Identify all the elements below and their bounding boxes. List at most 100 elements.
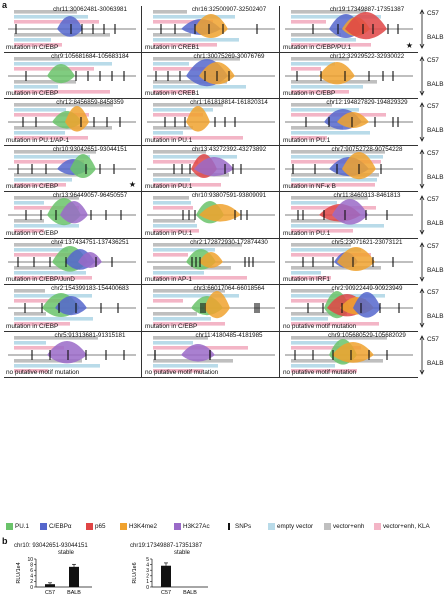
locus-coordinate: chr12:8456859-8458359 (56, 99, 124, 106)
y-tick-label: 5 (146, 557, 149, 563)
locus-cell: chr10:93807591-93809091 mutation in PU.1 (143, 192, 279, 238)
star-marker: ★ (128, 180, 136, 189)
balb-label: BALB (427, 220, 444, 227)
locus-coordinate: chr11:8460313-8461813 (333, 192, 401, 199)
balb-label: BALB (427, 359, 444, 367)
locus-cell: chr12:32929522-32930022 mutation in C/EBP (281, 53, 417, 99)
balb-label: BALB (427, 80, 444, 88)
locus-cell: chr2:90922449-90923949 no putative motif … (281, 285, 417, 331)
mutation-note: mutation in PU.1 (145, 229, 193, 237)
y-tick-label: 1 (146, 579, 149, 585)
locus-cell: chr7:90752728-90754228 mutation in NF-κ B (281, 146, 417, 192)
strain-arrow-icon (419, 102, 425, 142)
c57-label: C57 (427, 335, 439, 343)
mutation-note: mutation in C/EBP (6, 322, 59, 330)
locus-cell: chr16:32500907-32502407 mutation in CREB1 (143, 6, 279, 52)
legend-label: vector+enh, KLA (383, 523, 430, 530)
mutation-note: mutation in PU.1 (145, 183, 193, 190)
legend-swatch (228, 523, 233, 530)
locus-coordinate: chr2:154399183-154400683 (51, 285, 129, 292)
mutation-note: mutation in C/EBP (6, 90, 59, 97)
locus-track (147, 196, 275, 233)
locus-cell: chr11:8460313-8461813 mutation in PU.1 (281, 192, 417, 238)
grid-row: chr12:8456859-8458359 mutation in PU.1/AP… (4, 99, 418, 146)
strain-arrow-icon (419, 148, 425, 189)
mutation-note: no putative motif mutation (6, 369, 80, 376)
locus-track (8, 56, 136, 94)
locus-coordinate: chr19:17349887-17351387 (329, 6, 405, 13)
locus-coordinate: chr12:194827829-194829329 (326, 99, 408, 106)
grid-row: chr4:137434751-137436251 mutation in C/EB… (4, 238, 418, 285)
locus-track (147, 149, 275, 187)
bar-chart-1: chr10: 93042651-93044151 stable 0 2 4 6 8 10 RLU… (14, 543, 124, 597)
strain-arrow-icon (419, 9, 425, 49)
locus-track (147, 10, 275, 47)
mutation-note: mutation in C/EBP (6, 229, 59, 237)
balb-label: BALB (427, 173, 444, 181)
chart-title: chr19:17349887-17351387 (130, 543, 203, 549)
grid-row: chr10:93042651-93044151 mutation in C/EBP… (4, 146, 418, 192)
y-tick-label: 4 (146, 562, 149, 568)
legend-swatch (268, 523, 275, 530)
y-tick-label: 0 (146, 585, 149, 591)
chart-subtitle: stable (58, 550, 75, 556)
y-tick-label: 4 (30, 574, 33, 580)
locus-cell: chr10:93042651-93044151 mutation in C/EBP… (4, 146, 140, 192)
locus-track (285, 335, 413, 373)
legend-label: PU.1 (15, 523, 29, 530)
locus-track (147, 289, 275, 326)
grid-row: chr5:91313681-91315181 no putative motif … (4, 332, 418, 378)
locus-cell: chr4:137434751-137436251 mutation in C/EB… (4, 239, 140, 285)
legend-item-kla: vector+enh, KLA (374, 523, 430, 530)
strain-arrow-icon (419, 55, 425, 96)
locus-coordinate: chr12:32929522-32930022 (329, 52, 405, 60)
legend-label: C/EBPα (49, 523, 72, 530)
locus-coordinate: chr3:66017064-66018564 (193, 285, 265, 292)
locus-cell: chr19:17349887-17351387 mutation in C/EBP… (281, 6, 417, 52)
x-tick-label: BALB (67, 590, 81, 596)
locus-track (285, 56, 413, 94)
balb-label: BALB (427, 34, 444, 41)
locus-cell: chr2:172872930-172874430 mutation in AP-1 (143, 239, 279, 285)
legend-swatch (120, 523, 127, 530)
bar (69, 566, 79, 587)
legend-swatch (86, 523, 93, 530)
strain-arrow-icon (419, 288, 425, 328)
locus-coordinate: chr5:23071621-23073121 (331, 238, 403, 246)
locus-track (285, 10, 413, 47)
mutation-note: mutation in PU.1 (145, 136, 193, 144)
y-axis-label: RLU/1e6 (132, 562, 138, 583)
legend-item-venh: vector+enh (324, 523, 364, 530)
y-tick-label: 3 (146, 568, 149, 574)
bar (161, 565, 171, 587)
legend-item-h3k27ac: H3K27Ac (174, 523, 210, 530)
chart-subtitle: stable (174, 550, 191, 556)
bar (45, 584, 55, 587)
locus-track (147, 103, 275, 140)
panel-a-label: a (2, 0, 8, 10)
locus-cell: chr3:66017064-66018564 mutation in C/EBP (143, 285, 279, 331)
locus-cell: chr5:91313681-91315181 no putative motif … (4, 332, 140, 378)
locus-coordinate: chr7:90752728-90754228 (331, 145, 403, 153)
mutation-note: mutation in CREB1 (145, 90, 200, 97)
locus-coordinate: chr16:32500907-32502407 (191, 6, 267, 13)
mutation-note: mutation in CREB1 (145, 43, 200, 51)
mutation-note: mutation in C/EBP (283, 90, 336, 97)
locus-track (8, 242, 136, 280)
x-tick-label: BALB (183, 590, 197, 596)
mutation-note: mutation in C/EBP/JunD (6, 276, 75, 283)
locus-track (8, 335, 136, 373)
locus-cell: chr13:43272392-43273892 mutation in PU.1 (143, 146, 279, 192)
locus-track (147, 335, 275, 373)
legend-label: H3K4me2 (129, 523, 158, 530)
grid-row: chr13:96449057-96450557 mutation in C/EBP… (4, 192, 418, 239)
strain-arrow-icon (419, 241, 425, 282)
mutation-note: mutation in C/EBP (145, 322, 198, 330)
locus-track (8, 10, 136, 47)
locus-coordinate: chr10:93042651-93044151 (52, 145, 128, 153)
c57-label: C57 (427, 10, 439, 17)
locus-cell: chr9:105681684-105683184 mutation in C/EB… (4, 53, 140, 99)
c57-label: C57 (427, 289, 439, 296)
locus-track (285, 242, 413, 280)
